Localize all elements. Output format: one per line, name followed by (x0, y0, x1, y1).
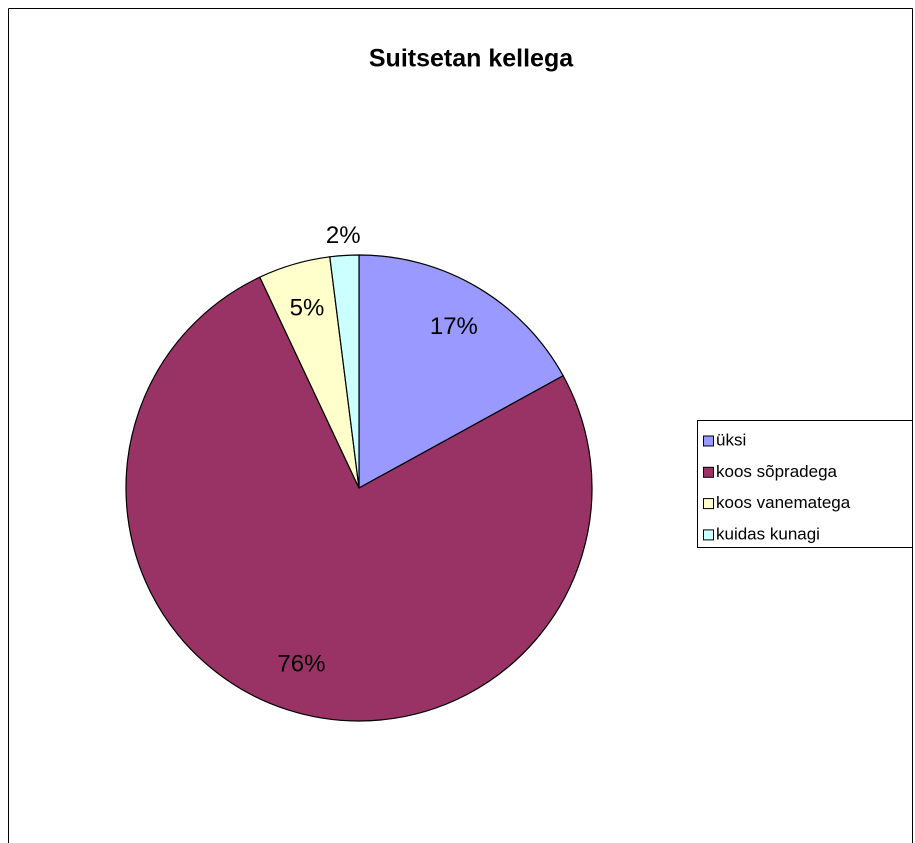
legend-swatch (703, 529, 714, 541)
slice-label: 76% (277, 651, 325, 678)
legend-swatch (703, 435, 714, 447)
legend-swatch (703, 498, 714, 510)
pie-slice (329, 254, 360, 489)
pie-slice (125, 276, 593, 722)
legend (697, 420, 913, 548)
chart-title: Suitsetan kellega (369, 45, 574, 73)
legend-label: koos vanematega (716, 493, 851, 512)
pie-slice (358, 254, 564, 490)
legend-swatch (703, 466, 714, 478)
slice-label: 2% (326, 222, 361, 249)
legend-label: üksi (716, 430, 746, 449)
slice-label: 5% (290, 294, 325, 321)
legend-label: kuidas kunagi (716, 524, 820, 543)
legend-label: koos sõpradega (716, 462, 838, 481)
slice-label: 17% (430, 313, 478, 340)
